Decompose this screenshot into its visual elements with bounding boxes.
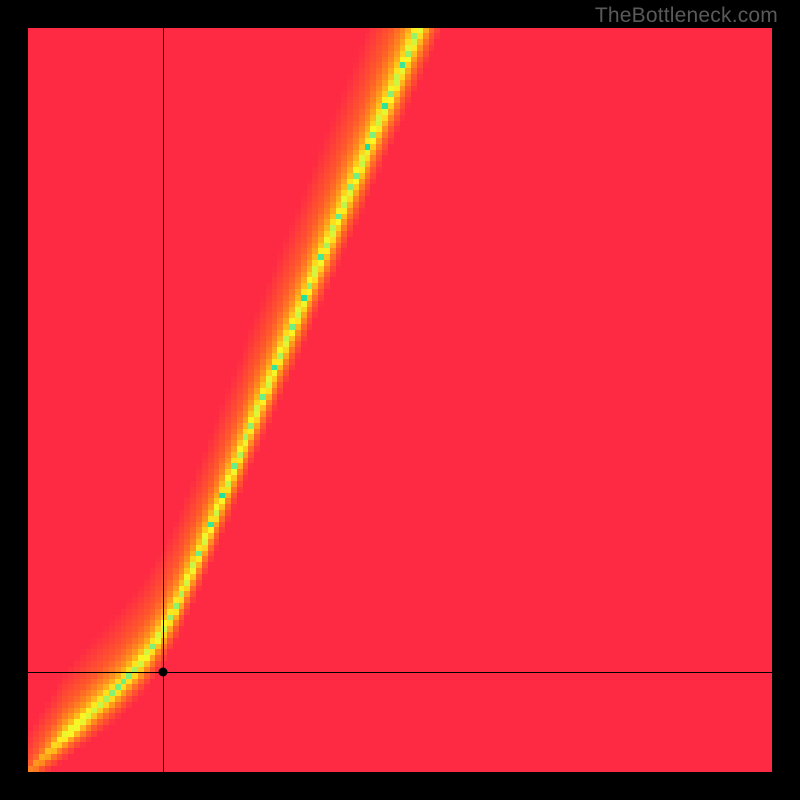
- plot-area: [28, 28, 772, 772]
- heatmap-canvas: [28, 28, 772, 772]
- crosshair-dot: [159, 667, 168, 676]
- crosshair-horizontal-line: [28, 672, 772, 673]
- watermark-text: TheBottleneck.com: [595, 4, 778, 28]
- crosshair-vertical-line: [163, 28, 164, 772]
